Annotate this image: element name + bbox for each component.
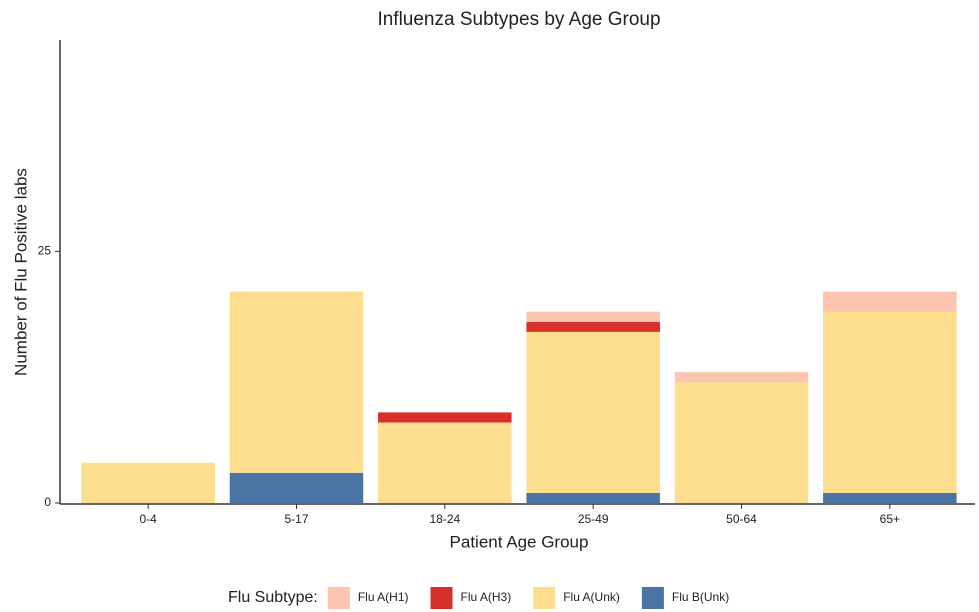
bar-segment (823, 492, 957, 503)
chart-title: Influenza Subtypes by Age Group (377, 9, 660, 30)
x-tick-label: 50-64 (726, 512, 757, 526)
legend-label: Flu A(H3) (461, 590, 512, 604)
bar-segment (823, 311, 957, 493)
x-tick-label: 25-49 (578, 512, 609, 526)
x-axis-title: Patient Age Group (450, 532, 589, 551)
bar-segment (526, 492, 660, 503)
x-tick-label: 0-4 (139, 512, 157, 526)
legend-label: Flu A(H1) (358, 590, 409, 604)
legend-swatch (430, 587, 453, 609)
y-axis-title: Number of Flu Positive labs (11, 168, 30, 376)
legend-title: Flu Subtype: (228, 589, 318, 606)
bar-segment (378, 422, 512, 503)
y-tick-label: 25 (38, 244, 52, 258)
bar-segment (526, 321, 660, 332)
bar-segment (81, 462, 215, 503)
bar-segment (378, 412, 512, 423)
bar-segment (823, 291, 957, 312)
bar-segment (526, 331, 660, 493)
bar-segment (229, 472, 364, 503)
bar-segment (229, 291, 364, 473)
legend-label: Flu A(Unk) (563, 590, 620, 604)
x-tick-label: 65+ (880, 512, 900, 526)
x-tick-label: 18-24 (429, 512, 460, 526)
legend-swatch (641, 587, 664, 609)
legend-swatch (533, 587, 556, 609)
legend-swatch (327, 587, 350, 609)
bar-segment (674, 382, 809, 503)
bar-segment (526, 311, 660, 322)
x-tick-label: 5-17 (284, 512, 308, 526)
y-tick-label: 0 (44, 495, 51, 509)
legend-label: Flu B(Unk) (672, 590, 729, 604)
bar-segment (674, 372, 809, 383)
